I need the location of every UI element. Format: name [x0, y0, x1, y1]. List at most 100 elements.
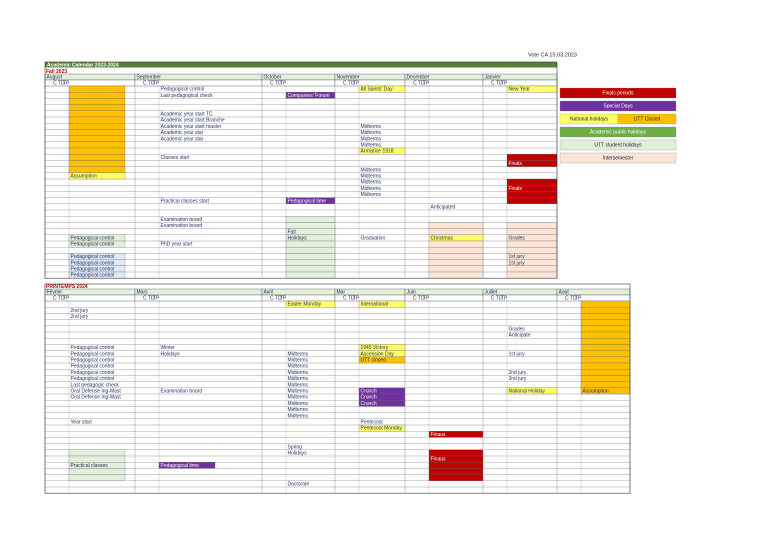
sub-header: [404, 294, 484, 302]
event-label: Pedagogical control: [71, 242, 115, 248]
month-name: Aout: [559, 290, 570, 296]
month-name: Juin: [407, 290, 416, 296]
event-label: Classes start: [161, 155, 191, 161]
event-label: Pedagogical control: [71, 370, 115, 376]
event-label: Midterms: [288, 413, 309, 419]
event-label: Oral Defense Ing-Mast: [71, 389, 122, 395]
event-label: Midterms: [288, 389, 309, 395]
event-label: Graduation: [361, 236, 386, 242]
event-label: Holidays: [288, 451, 308, 457]
sub-header-label: TP: [501, 296, 508, 302]
event-label: Pedagogical time: [161, 463, 200, 469]
event-cell: [428, 449, 484, 457]
event-cell: [68, 85, 126, 93]
event-cell: [68, 123, 126, 130]
event-label: 1st jury: [509, 351, 526, 357]
event-label: Midterms: [361, 130, 382, 136]
event-label: Pedagogical control: [161, 87, 205, 93]
event-cell: [285, 259, 336, 266]
event-cell: [68, 449, 126, 457]
event-label: Pentecost Monday: [361, 426, 403, 432]
month-name: September: [137, 75, 162, 81]
event-label: Pedagogical control: [71, 254, 115, 260]
sub-header-label: TD: [275, 296, 282, 302]
event-label: Midterms: [288, 407, 309, 413]
legend-swatch: [617, 113, 677, 125]
event-label: International: [361, 302, 389, 308]
event-cell: [580, 381, 631, 388]
event-label: Holidays: [161, 351, 181, 357]
event-cell: [428, 271, 484, 279]
event-cell: [580, 325, 631, 333]
event-cell: [285, 247, 336, 254]
event-label: Midterms: [361, 136, 382, 142]
sub-header-label: C: [270, 81, 274, 87]
event-cell: [580, 300, 631, 308]
event-cell: [68, 160, 126, 167]
sub-header-label: TP: [153, 81, 160, 87]
event-label: Academic year start master: [161, 124, 222, 130]
event-cell: [68, 468, 126, 475]
sub-header-label: TD: [58, 296, 65, 302]
event-cell: [580, 344, 631, 351]
event-label: Midterms: [361, 180, 382, 186]
event-label: Pedagogical control: [71, 273, 115, 279]
event-cell: [580, 356, 631, 364]
event-label: Midterms: [288, 364, 309, 370]
sub-header-label: C: [413, 81, 417, 87]
event-cell: [285, 265, 336, 273]
event-label: Midterms: [288, 395, 309, 401]
sub-header-label: TD: [275, 81, 282, 87]
event-cell: [580, 338, 631, 345]
month-name: Janvier: [485, 75, 501, 81]
event-label: 2nd jury: [509, 376, 527, 382]
event-label: Midterms: [361, 186, 382, 192]
sub-header-label: C: [343, 81, 347, 87]
event-label: Holidays: [288, 236, 308, 242]
event-label: New Year: [509, 87, 531, 93]
event-label: Assumption: [583, 389, 609, 395]
event-label: Finaus: [431, 457, 447, 463]
legend-swatch: [559, 126, 677, 138]
legend-swatch: [559, 100, 677, 112]
event-label: Spring: [288, 444, 303, 450]
event-label: Crunch: [361, 389, 377, 395]
title-bar: [45, 62, 557, 68]
event-label: Pentecost: [361, 420, 384, 426]
event-cell: [506, 154, 558, 161]
event-label: Last pedagogical check: [161, 93, 214, 99]
event-label: Practical classes: [71, 463, 109, 469]
event-cell: [506, 197, 558, 204]
event-label: Year start: [71, 420, 93, 426]
season-label: Fall 2023: [46, 69, 67, 75]
event-label: Midterms: [361, 167, 382, 173]
event-label: National Holiday: [509, 389, 546, 395]
event-cell: [580, 313, 631, 320]
sub-header-label: TP: [280, 81, 287, 87]
legend-swatch: [559, 152, 677, 164]
event-label: Practical classes start: [161, 198, 210, 204]
sub-header-label: C: [413, 296, 417, 302]
event-cell: [580, 375, 631, 382]
event-label: Crunch: [361, 395, 377, 401]
sub-header-label: C: [491, 296, 495, 302]
event-label: Pedagogical control: [71, 358, 115, 364]
event-cell: [68, 92, 126, 99]
event-cell: [428, 240, 484, 248]
event-cell: [285, 216, 336, 223]
month-name: Février: [47, 290, 63, 296]
event-label: 2nd jury: [71, 314, 89, 320]
sub-header-label: C: [143, 81, 147, 87]
sub-header-label: TP: [423, 81, 430, 87]
sub-header: [404, 79, 484, 87]
legend-label: Academic public holidays: [590, 130, 647, 136]
event-label: Grades: [509, 327, 526, 333]
event-label: Academic year start Branche: [161, 118, 225, 124]
event-label: Midterms: [288, 351, 309, 357]
event-label: 2nd jury: [509, 370, 527, 376]
event-cell: [580, 369, 631, 376]
event-cell: [285, 240, 336, 248]
event-cell: [580, 362, 631, 370]
event-cell: [68, 240, 126, 248]
event-label: Finaus: [431, 432, 447, 438]
